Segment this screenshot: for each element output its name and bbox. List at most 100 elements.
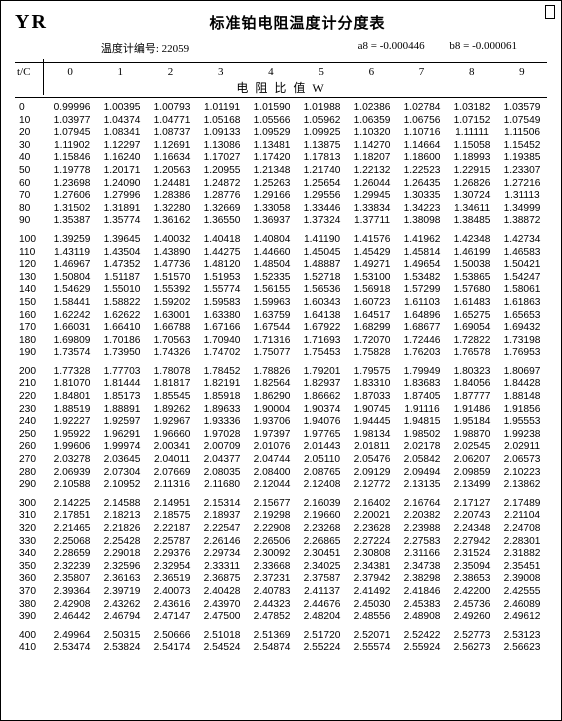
cell-value: 1.85918 — [197, 391, 247, 404]
cell-value: 2.16764 — [397, 498, 447, 511]
cell-value: 2.16039 — [297, 498, 347, 511]
cell-value: 1.90004 — [247, 404, 297, 417]
a8-coef: a8 = -0.000446 — [358, 40, 425, 52]
cell-value: 2.45383 — [397, 599, 447, 612]
cell-value: 1.60343 — [297, 297, 347, 310]
cell-value: 2.42555 — [497, 586, 547, 599]
cell-value: 1.43504 — [97, 247, 147, 260]
cell-value: 1.83683 — [397, 378, 447, 391]
cell-value: 2.17127 — [447, 498, 497, 511]
cell-value: 2.32954 — [147, 561, 197, 574]
table-row: 1301.508041.511871.515701.519531.523351.… — [15, 272, 547, 285]
cell-value: 1.84801 — [47, 391, 97, 404]
cell-value: 2.28659 — [47, 548, 97, 561]
cell-value: 2.16402 — [347, 498, 397, 511]
cell-value: 1.29556 — [297, 190, 347, 203]
cell-value: 2.03278 — [47, 454, 97, 467]
cell-value: 1.96660 — [147, 429, 197, 442]
table-row: 2101.810701.814441.818171.821911.825641.… — [15, 378, 547, 391]
cell-value: 2.44676 — [297, 599, 347, 612]
cell-value: 1.92227 — [47, 416, 97, 429]
table-row: 2401.922271.925971.929671.933361.937061.… — [15, 416, 547, 429]
cell-value: 2.31524 — [447, 548, 497, 561]
row-temp: 100 — [15, 234, 47, 247]
cell-value: 1.01590 — [247, 102, 297, 115]
cell-value: 1.26044 — [347, 178, 397, 191]
cell-value: 1.98134 — [347, 429, 397, 442]
cell-value: 2.39008 — [497, 573, 547, 586]
table-row: 3302.250682.254282.257872.261462.265062.… — [15, 536, 547, 549]
cell-value: 2.34381 — [347, 561, 397, 574]
cell-value: 2.10588 — [47, 479, 97, 492]
cell-value: 1.23698 — [47, 178, 97, 191]
cell-value: 2.15677 — [247, 498, 297, 511]
cell-value: 1.69809 — [47, 335, 97, 348]
cell-value: 2.05842 — [397, 454, 447, 467]
cell-value: 1.26826 — [447, 178, 497, 191]
cell-value: 2.24708 — [497, 523, 547, 536]
cell-value: 2.48204 — [297, 611, 347, 624]
cell-value: 1.67544 — [247, 322, 297, 335]
cell-value: 1.44660 — [247, 247, 297, 260]
cell-value: 1.64138 — [297, 310, 347, 323]
cell-value: 1.21740 — [297, 165, 347, 178]
cell-value: 1.91856 — [497, 404, 547, 417]
cell-value: 1.81817 — [147, 378, 197, 391]
cell-value: 2.09129 — [347, 467, 397, 480]
cell-value: 1.35387 — [47, 215, 97, 228]
table-row: 1801.698091.701861.705631.709401.713161.… — [15, 335, 547, 348]
cell-value: 2.43262 — [97, 599, 147, 612]
cell-value: 1.67166 — [197, 322, 247, 335]
cell-value: 1.59583 — [197, 297, 247, 310]
cell-value: 2.11316 — [147, 479, 197, 492]
cell-value: 2.19298 — [247, 510, 297, 523]
cell-value: 1.86290 — [247, 391, 297, 404]
cell-value: 2.09494 — [397, 467, 447, 480]
cell-value: 1.13875 — [297, 140, 347, 153]
cell-value: 1.90745 — [347, 404, 397, 417]
cell-value: 1.30335 — [397, 190, 447, 203]
cell-value: 1.94445 — [347, 416, 397, 429]
cell-value: 2.05110 — [297, 454, 347, 467]
cell-value: 1.51953 — [197, 272, 247, 285]
cell-value: 2.39719 — [97, 586, 147, 599]
cell-value: 1.49271 — [347, 259, 397, 272]
cell-value: 2.35094 — [447, 561, 497, 574]
cell-value: 2.47147 — [147, 611, 197, 624]
cell-value: 1.35774 — [97, 215, 147, 228]
cell-value: 2.25428 — [97, 536, 147, 549]
cell-value: 1.93706 — [247, 416, 297, 429]
cell-value: 1.89633 — [197, 404, 247, 417]
cell-value: 2.23268 — [297, 523, 347, 536]
cell-value: 1.56155 — [247, 284, 297, 297]
cell-value: 1.30724 — [447, 190, 497, 203]
cell-value: 2.37587 — [297, 573, 347, 586]
cell-value: 1.72070 — [347, 335, 397, 348]
cell-value: 1.20955 — [197, 165, 247, 178]
cell-value: 1.63001 — [147, 310, 197, 323]
serial-value: 22059 — [162, 43, 190, 55]
cell-value: 2.08400 — [247, 467, 297, 480]
cell-value: 2.36519 — [147, 573, 197, 586]
cell-value: 2.37942 — [347, 573, 397, 586]
cell-value: 1.19778 — [47, 165, 97, 178]
cell-value: 2.01076 — [247, 441, 297, 454]
cell-value: 2.56623 — [497, 642, 547, 655]
table-row: 4102.534742.538242.541742.545242.548742.… — [15, 642, 547, 655]
row-temp: 110 — [15, 247, 47, 260]
col-header: 5 — [296, 66, 346, 78]
cell-value: 1.82191 — [197, 378, 247, 391]
cell-value: 2.46442 — [47, 611, 97, 624]
table-row: 2201.848011.851731.855451.859181.862901.… — [15, 391, 547, 404]
cell-value: 1.97028 — [197, 429, 247, 442]
cell-value: 1.73950 — [97, 347, 147, 360]
cell-value: 2.36875 — [197, 573, 247, 586]
row-temp: 10 — [15, 115, 47, 128]
row-temp: 230 — [15, 404, 47, 417]
cell-value: 1.79201 — [297, 366, 347, 379]
col-header: 6 — [346, 66, 396, 78]
cell-value: 1.05962 — [297, 115, 347, 128]
cell-value: 2.23988 — [397, 523, 447, 536]
cell-value: 1.09529 — [247, 127, 297, 140]
cell-value: 1.18207 — [347, 152, 397, 165]
